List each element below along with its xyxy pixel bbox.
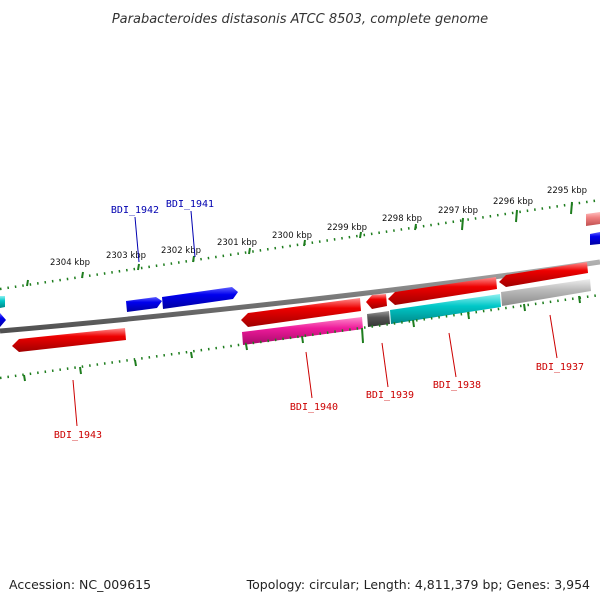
feature-track bbox=[242, 279, 591, 345]
leader-bdi-1938 bbox=[448, 332, 457, 378]
gene-label-bdi-1939[interactable]: BDI_1939 bbox=[366, 390, 414, 401]
feature-bdi-1938-cyan[interactable] bbox=[390, 294, 501, 324]
feature-bdi-1937-lightgrey[interactable] bbox=[501, 279, 591, 306]
outer-major-tick bbox=[137, 263, 140, 271]
inner-major-tick bbox=[79, 366, 82, 375]
inner-major-tick bbox=[523, 303, 526, 312]
inner-scale-ruler bbox=[0, 293, 600, 382]
scale-label: 2296 kbp bbox=[493, 197, 533, 207]
feature-bdi-1940-magenta[interactable] bbox=[242, 317, 363, 345]
gene-edge-forward-left[interactable] bbox=[0, 313, 6, 327]
inner-major-tick bbox=[412, 319, 415, 328]
gene-label-bdi-1941[interactable]: BDI_1941 bbox=[166, 199, 214, 210]
outer-major-tick bbox=[414, 223, 417, 231]
genome-summary-text: Topology: circular; Length: 4,811,379 bp… bbox=[246, 577, 590, 592]
leader-bdi-1937 bbox=[549, 314, 558, 359]
reverse-strand-track bbox=[12, 262, 588, 352]
outer-major-tick bbox=[359, 231, 362, 239]
scale-label: 2297 kbp bbox=[438, 206, 478, 216]
gene-bdi-1942-arrow[interactable] bbox=[126, 297, 162, 312]
outer-major-tick bbox=[26, 279, 29, 287]
inner-major-tick bbox=[578, 295, 581, 304]
gene-edge-cyan-left[interactable] bbox=[0, 296, 5, 308]
outer-major-tick bbox=[515, 209, 518, 223]
leader-bdi-1939 bbox=[381, 342, 389, 388]
inner-major-tick bbox=[467, 311, 470, 320]
gene-labels: BDI_1943 BDI_1942 BDI_1941 BDI_1940 BDI_… bbox=[54, 199, 584, 441]
gene-bdi-1943-arrow[interactable] bbox=[12, 328, 126, 352]
scale-label: 2300 kbp bbox=[272, 231, 312, 241]
feature-bdi-1939-darkgrey[interactable] bbox=[367, 311, 390, 327]
gene-bdi-1940-arrow[interactable] bbox=[241, 298, 361, 327]
outer-major-tick bbox=[248, 247, 251, 255]
gene-bdi-1937-arrow[interactable] bbox=[499, 262, 588, 287]
scale-label: 2303 kbp bbox=[106, 251, 146, 261]
outer-major-tick bbox=[81, 271, 84, 279]
scale-label: 2301 kbp bbox=[217, 238, 257, 248]
gene-edge-pink-right[interactable] bbox=[586, 212, 600, 226]
scale-label: 2304 kbp bbox=[50, 258, 90, 268]
gene-edge-forward-right[interactable] bbox=[590, 232, 600, 245]
gene-label-bdi-1938[interactable]: BDI_1938 bbox=[433, 380, 481, 391]
inner-major-tick bbox=[23, 374, 26, 382]
scale-labels: 2304 kbp 2303 kbp 2302 kbp 2301 kbp 2300… bbox=[50, 186, 587, 268]
map-title: Parabacteroides distasonis ATCC 8503, co… bbox=[112, 12, 488, 27]
gene-label-bdi-1942[interactable]: BDI_1942 bbox=[111, 205, 159, 216]
gene-label-bdi-1940[interactable]: BDI_1940 bbox=[290, 402, 338, 413]
inner-major-tick bbox=[190, 351, 193, 359]
scale-label: 2295 kbp bbox=[547, 186, 587, 196]
leader-bdi-1940 bbox=[305, 351, 313, 399]
scale-label: 2298 kbp bbox=[382, 214, 422, 224]
outer-major-tick bbox=[192, 255, 195, 263]
outer-scale-ruler bbox=[0, 198, 600, 291]
gene-bdi-1938-arrow[interactable] bbox=[388, 277, 497, 305]
gene-label-bdi-1937[interactable]: BDI_1937 bbox=[536, 362, 584, 373]
inner-major-tick bbox=[245, 343, 248, 351]
leader-bdi-1942 bbox=[134, 216, 140, 263]
gene-bdi-1941-arrow[interactable] bbox=[162, 287, 238, 309]
scale-label: 2302 kbp bbox=[161, 246, 201, 256]
accession-text: Accession: NC_009615 bbox=[9, 577, 152, 592]
leader-bdi-1941 bbox=[190, 210, 196, 258]
gene-label-bdi-1943[interactable]: BDI_1943 bbox=[54, 430, 102, 441]
outer-major-tick bbox=[570, 201, 573, 215]
forward-strand-track bbox=[0, 212, 600, 327]
outer-major-tick bbox=[461, 217, 464, 231]
inner-major-tick bbox=[134, 359, 137, 367]
inner-major-tick bbox=[361, 327, 364, 344]
label-leaders bbox=[72, 210, 558, 427]
scale-label: 2299 kbp bbox=[327, 223, 367, 233]
gene-bdi-1939-arrow[interactable] bbox=[366, 294, 387, 309]
leader-bdi-1943 bbox=[72, 379, 78, 427]
outer-major-tick bbox=[303, 239, 306, 247]
inner-major-tick bbox=[301, 335, 304, 344]
